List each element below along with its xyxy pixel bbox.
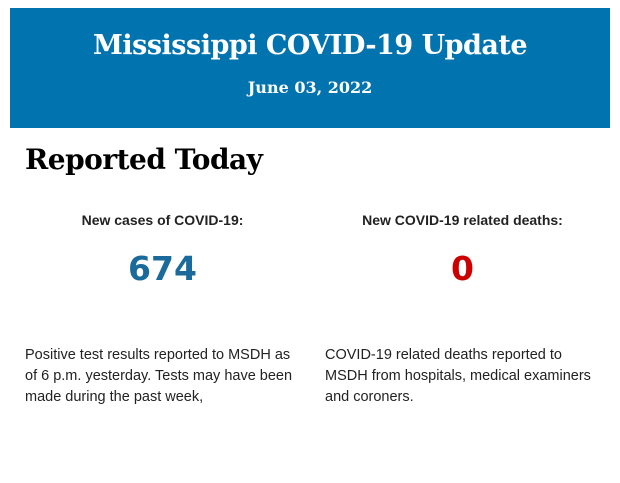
new-cases-panel: New cases of COVID-19: 674 Positive test…	[25, 212, 300, 405]
report-date: June 03, 2022	[247, 78, 373, 97]
new-cases-value: 674	[128, 249, 197, 288]
new-deaths-panel: New COVID-19 related deaths: 0 COVID-19 …	[325, 212, 600, 405]
section-heading: Reported Today	[25, 143, 263, 176]
page-title: Mississippi COVID-19 Update	[92, 30, 528, 61]
new-cases-label: New cases of COVID-19:	[81, 212, 244, 228]
new-cases-description: Positive test results reported to MSDH a…	[25, 347, 293, 405]
new-deaths-label: New COVID-19 related deaths:	[362, 212, 563, 228]
new-deaths-value: 0	[451, 249, 474, 288]
header-banner: Mississippi COVID-19 Update June 03, 202…	[10, 8, 610, 128]
new-deaths-description: COVID-19 related deaths reported to MSDH…	[325, 347, 591, 405]
